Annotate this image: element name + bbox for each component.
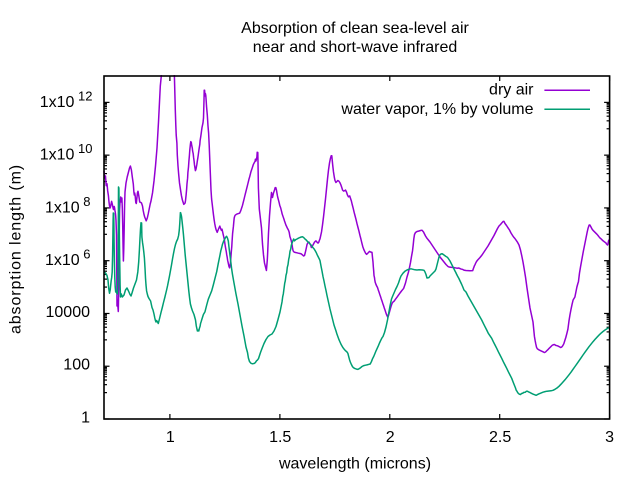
svg-text:water vapor, 1% by volume: water vapor, 1% by volume bbox=[340, 101, 533, 118]
svg-text:absorption length (m): absorption length (m) bbox=[8, 164, 25, 334]
svg-text:near and short-wave infrared: near and short-wave infrared bbox=[253, 39, 458, 56]
svg-text:2: 2 bbox=[386, 429, 395, 446]
svg-text:wavelength (microns): wavelength (microns) bbox=[278, 455, 431, 472]
svg-text:1.5: 1.5 bbox=[269, 429, 291, 446]
svg-text:1x10 8: 1x10 8 bbox=[45, 194, 91, 217]
svg-text:1x10 6: 1x10 6 bbox=[45, 247, 91, 270]
svg-text:100: 100 bbox=[63, 357, 90, 374]
svg-text:Absorption of clean sea-level: Absorption of clean sea-level air bbox=[241, 20, 469, 37]
svg-text:10000: 10000 bbox=[46, 304, 91, 321]
svg-text:2.5: 2.5 bbox=[489, 429, 511, 446]
svg-text:3: 3 bbox=[605, 429, 614, 446]
svg-text:1: 1 bbox=[166, 429, 175, 446]
svg-text:1: 1 bbox=[81, 409, 90, 426]
svg-text:dry air: dry air bbox=[489, 82, 534, 99]
